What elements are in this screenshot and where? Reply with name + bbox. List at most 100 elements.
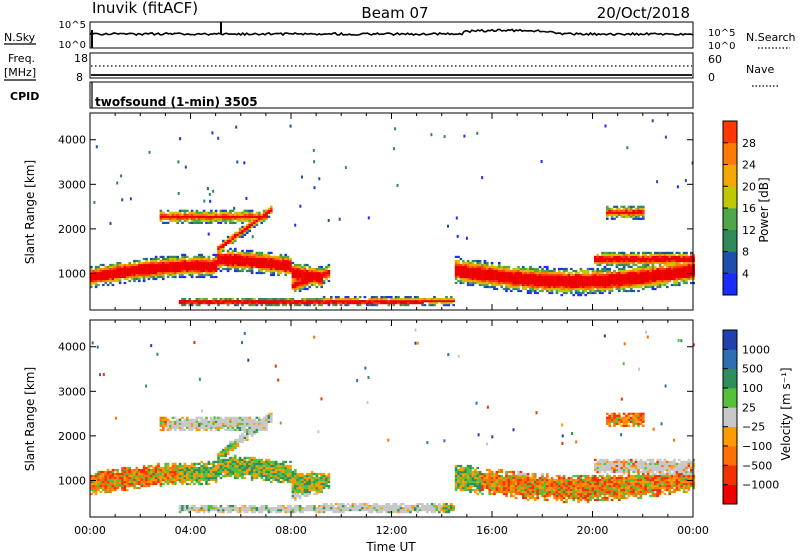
velocity-cell <box>111 472 115 476</box>
velocity-cell <box>207 474 211 478</box>
velocity-cell <box>140 484 143 488</box>
velocity-cell <box>373 507 376 510</box>
power-cell <box>174 213 177 216</box>
power-cell <box>222 245 225 249</box>
power-cell <box>478 281 482 285</box>
power-cell <box>248 225 251 229</box>
power-cell <box>248 267 251 271</box>
velocity-cell <box>226 464 230 468</box>
power-cell <box>248 265 251 269</box>
velocity-cell <box>193 462 196 466</box>
power-cell <box>253 302 256 305</box>
velocity-cell <box>342 505 345 508</box>
power-cell <box>687 269 691 273</box>
power-cell <box>274 259 278 263</box>
power-cell <box>622 263 626 267</box>
velocity-cell <box>121 472 124 476</box>
velocity-cell <box>104 482 107 486</box>
power-cell <box>116 279 119 283</box>
power-cell <box>524 275 527 279</box>
power-cell <box>298 275 302 279</box>
power-cell <box>226 261 230 265</box>
velocity-cell <box>284 470 287 474</box>
power-cell <box>500 265 503 269</box>
velocity-cell <box>260 420 263 423</box>
power-cell <box>495 269 499 273</box>
power-cell <box>296 263 299 267</box>
power-cell <box>608 277 611 281</box>
velocity-cell <box>236 442 239 446</box>
power-cell <box>260 304 263 307</box>
velocity-cell <box>210 509 213 512</box>
velocity-cell <box>99 472 103 476</box>
velocity-cell <box>217 468 220 472</box>
power-cell <box>622 275 626 279</box>
power-cell <box>618 253 621 257</box>
velocity-cell <box>231 470 235 474</box>
power-cell <box>690 253 693 257</box>
power-cell <box>166 273 170 277</box>
power-cell <box>490 271 494 275</box>
power-cell <box>685 269 688 273</box>
power-cell <box>114 267 117 271</box>
velocity-cell <box>190 422 194 425</box>
power-cell <box>109 279 112 283</box>
power-cell <box>442 304 446 307</box>
power-cell <box>646 281 650 285</box>
velocity-cell <box>272 468 275 472</box>
velocity-cell <box>178 428 182 432</box>
velocity-cell <box>361 507 364 510</box>
power-cell <box>586 281 590 285</box>
power-cell <box>231 233 235 237</box>
power-cell <box>615 279 619 283</box>
power-cell <box>507 275 511 279</box>
power-speck <box>236 160 239 164</box>
velocity-cell <box>260 466 263 470</box>
velocity-cell <box>246 507 249 510</box>
power-cell <box>565 283 568 287</box>
velocity-cell <box>152 478 155 482</box>
power-cell <box>622 209 626 212</box>
power-cell <box>675 279 679 283</box>
power-cell <box>586 285 590 289</box>
power-cell <box>682 259 686 263</box>
power-cell <box>154 277 158 281</box>
power-cell <box>656 281 659 285</box>
power-cell <box>673 283 676 287</box>
power-cell <box>90 275 93 279</box>
power-cell <box>536 283 539 287</box>
velocity-cell <box>349 505 352 508</box>
velocity-cell <box>229 468 232 472</box>
power-cell <box>133 265 136 269</box>
power-cell <box>558 281 561 285</box>
power-cell <box>267 261 271 265</box>
power-cell <box>258 255 261 259</box>
power-cell <box>308 281 311 285</box>
power-cell <box>246 300 249 303</box>
power-cell <box>207 211 211 214</box>
power-cell <box>673 273 676 277</box>
velocity-cell <box>150 476 153 480</box>
power-cell <box>267 207 271 210</box>
power-cell <box>668 257 671 261</box>
power-cell <box>106 277 110 281</box>
power-cell <box>150 263 153 267</box>
power-cell <box>469 279 472 283</box>
velocity-cell <box>265 462 268 466</box>
power-cell <box>577 285 580 289</box>
power-cell <box>291 261 295 265</box>
velocity-cell <box>217 422 220 425</box>
power-cell <box>123 271 127 275</box>
power-cell <box>109 265 112 269</box>
velocity-cell <box>330 509 333 512</box>
power-cell <box>565 279 568 283</box>
power-cell <box>188 265 191 269</box>
power-cell <box>462 281 465 285</box>
velocity-cell <box>116 482 119 486</box>
power-cell <box>210 259 213 263</box>
power-cell <box>212 263 215 267</box>
power-cell <box>183 211 187 214</box>
velocity-cell <box>90 482 93 486</box>
power-cell <box>128 261 131 265</box>
velocity-cell <box>291 470 295 474</box>
